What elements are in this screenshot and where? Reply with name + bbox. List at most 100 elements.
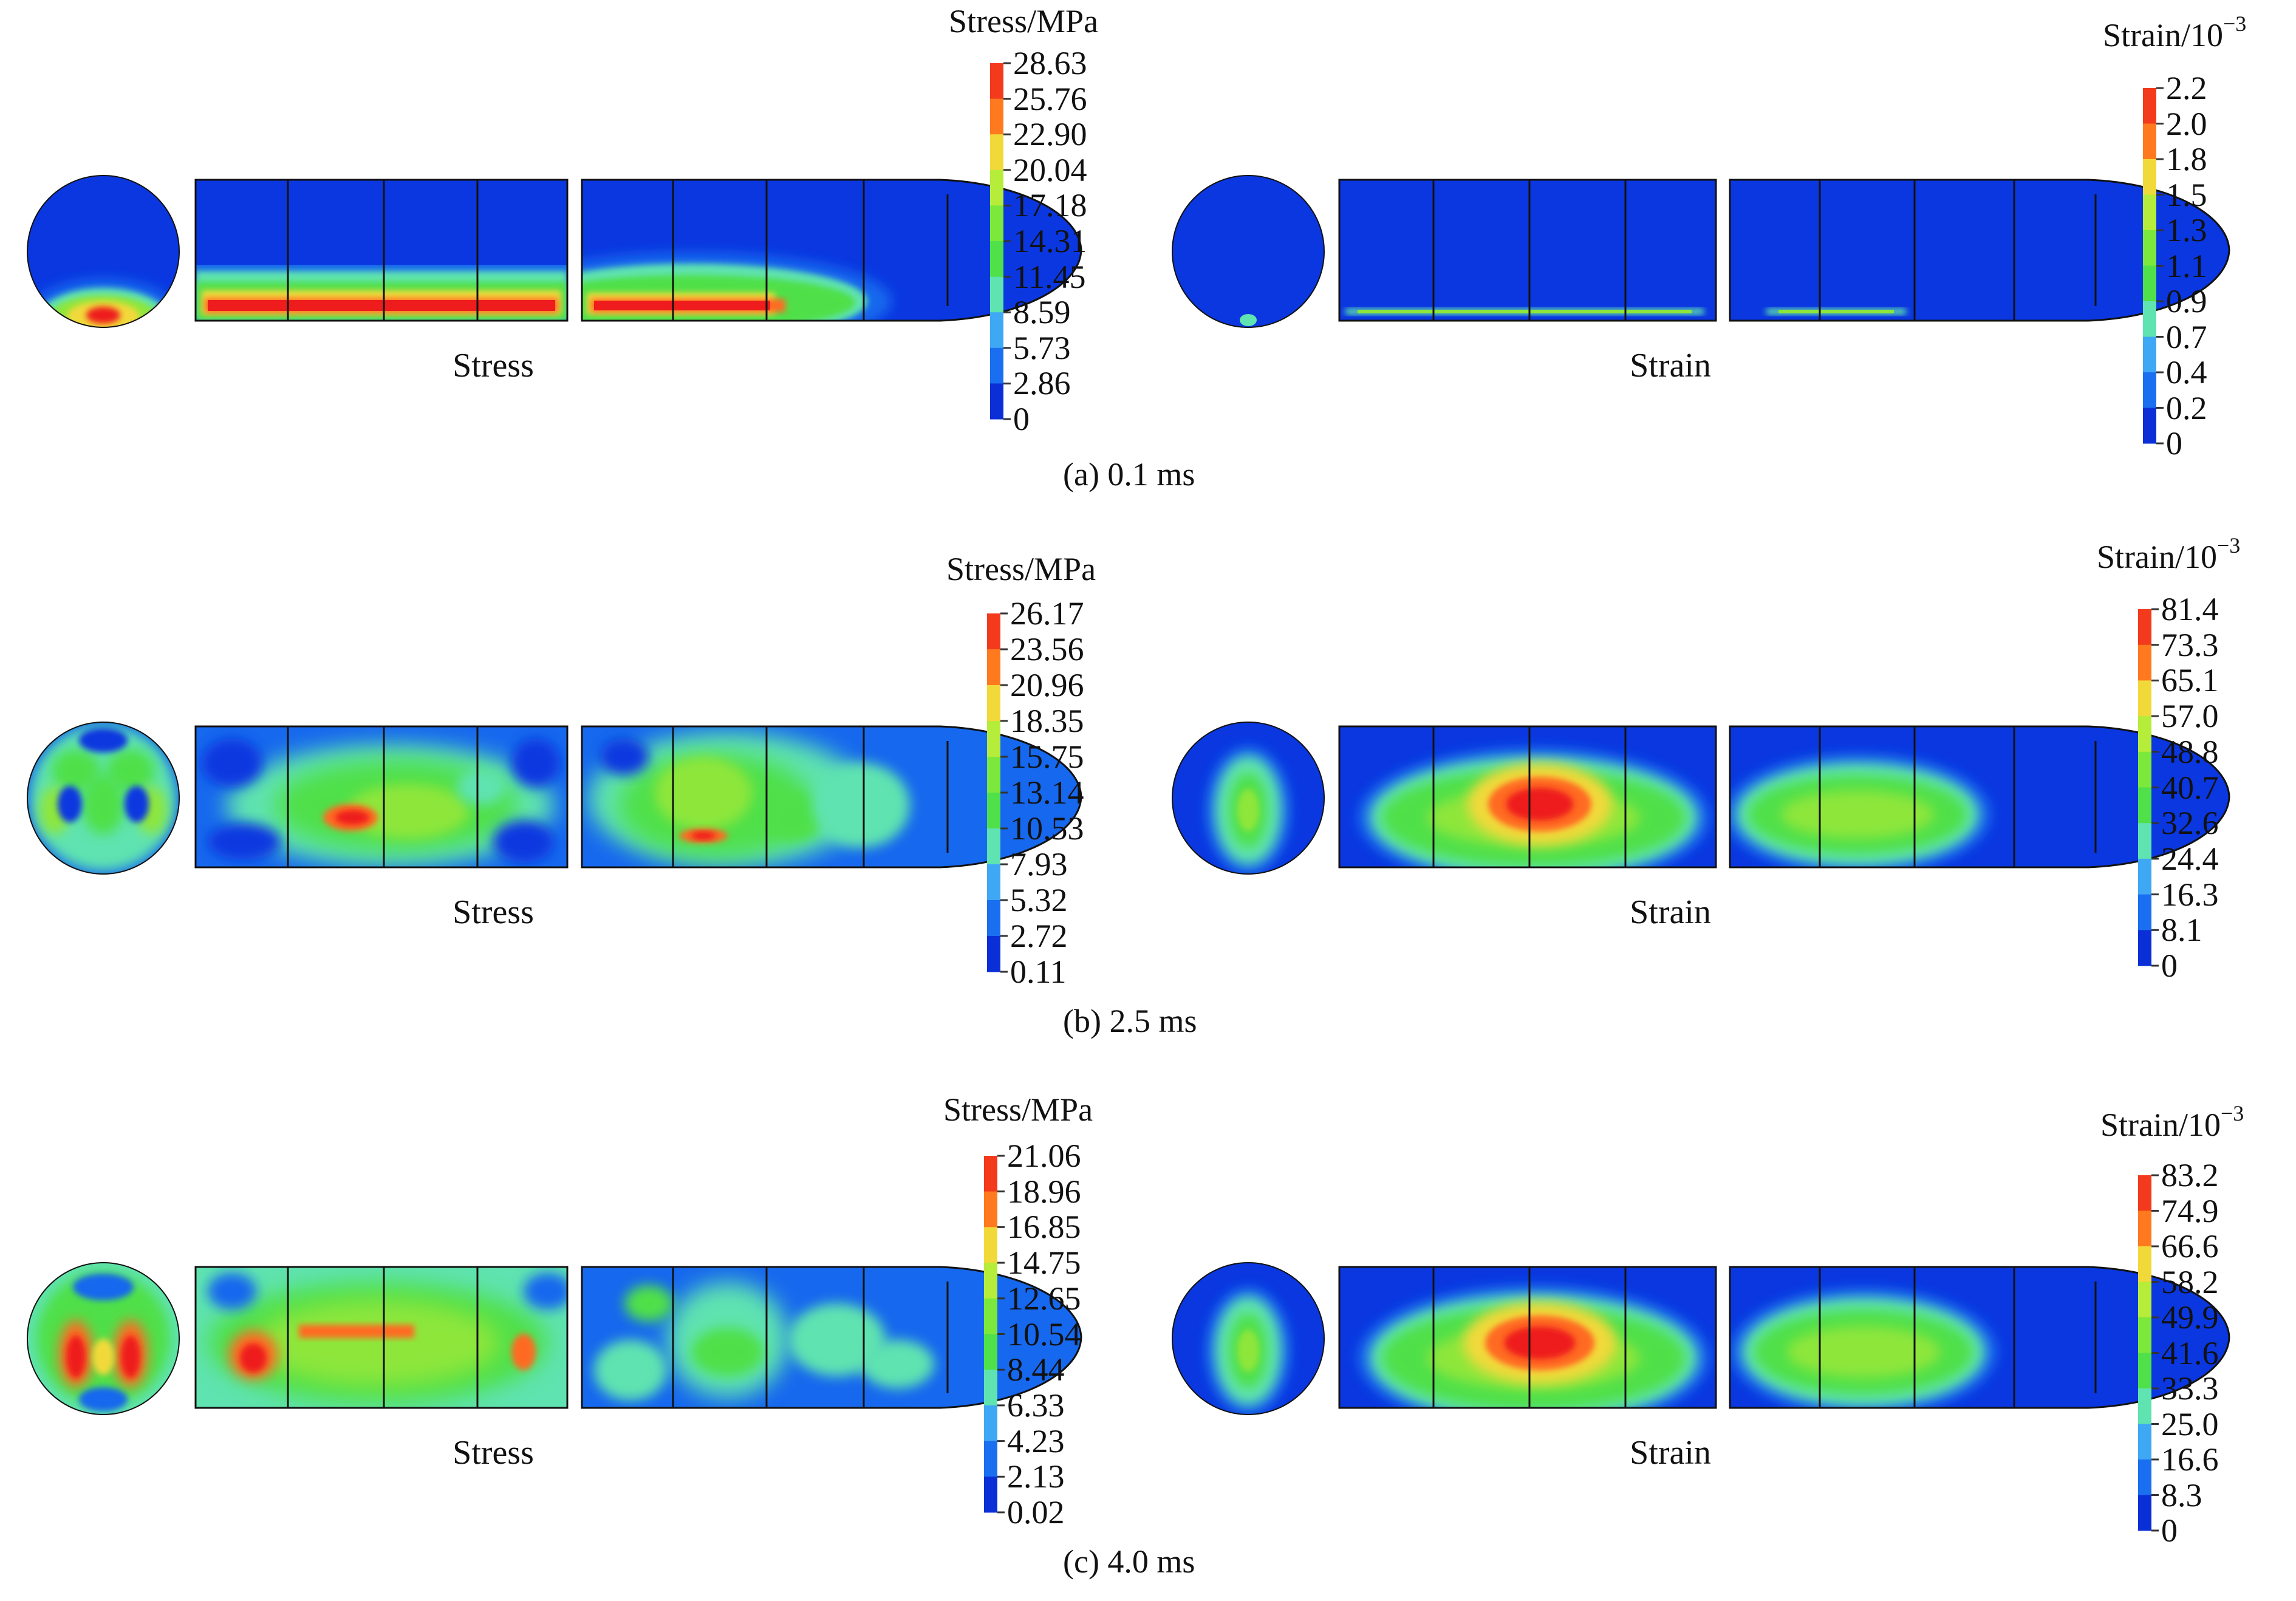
stress-legend-title: Stress/MPa — [946, 551, 1096, 587]
stress-legend-band — [987, 613, 1000, 650]
strain-label: Strain — [1630, 893, 1711, 931]
stress-legend-band — [987, 900, 1000, 937]
strain-legend-band — [2143, 123, 2156, 160]
strain-legend-band — [2138, 1388, 2151, 1424]
strain-legend-title-base: Strain/10 — [2097, 539, 2217, 575]
stress-legend-tick-label: 12.65 — [1007, 1280, 1081, 1317]
strain-legend-band — [2138, 1317, 2151, 1353]
stress-label: Stress — [453, 893, 534, 931]
strain-cross-section-1 — [1172, 722, 1324, 874]
stress-legend-band — [990, 347, 1003, 384]
strain-legend-title-exponent: −3 — [2217, 533, 2241, 558]
stress-legend-tick-label: 14.31 — [1013, 223, 1087, 259]
strain-legend-band — [2138, 858, 2151, 895]
strain-legend-band — [2138, 1424, 2151, 1460]
strain-body-segment-1-0 — [1339, 180, 1716, 321]
strain-legend-title: Strain/10−3 — [2103, 12, 2247, 54]
strain-cross-section-2 — [1172, 1263, 1324, 1415]
stress-legend-tick-label: 18.96 — [1007, 1173, 1081, 1210]
strain-legend-tick-label: 33.3 — [2161, 1370, 2219, 1407]
strain-legend-band — [2138, 1459, 2151, 1495]
panel-caption: (c) 4.0 ms — [1063, 1543, 1195, 1580]
strain-legend-tick-label: 1.8 — [2166, 141, 2207, 177]
stress-legend-tick-label: 22.90 — [1013, 116, 1087, 153]
strain-legend-title: Strain/10−3 — [2100, 1101, 2244, 1144]
strain-legend-tick-label: 1.1 — [2166, 247, 2207, 284]
stress-legend-band — [987, 649, 1000, 686]
strain-legend-band — [2138, 787, 2151, 824]
stress-legend-band — [987, 685, 1000, 722]
stress-cross-section-2 — [27, 1263, 179, 1415]
strain-legend-band — [2138, 1175, 2151, 1211]
stress-legend-tick-label: 5.32 — [1010, 882, 1068, 918]
stress-cross-section-1 — [27, 722, 179, 874]
stress-legend-band — [990, 312, 1003, 349]
strain-legend-tick-label: 83.2 — [2161, 1157, 2219, 1193]
stress-legend-band — [984, 1227, 997, 1263]
strain-legend-band — [2138, 751, 2151, 788]
strain-legend-tick-label: 8.3 — [2161, 1476, 2202, 1514]
stress-legend-band — [984, 1263, 997, 1299]
stress-legend-tick-label: 13.14 — [1010, 774, 1084, 811]
strain-legend-tick-label: 0 — [2166, 425, 2182, 462]
strain-legend-title: Strain/10−3 — [2097, 533, 2241, 576]
stress-legend-band — [990, 205, 1003, 242]
stress-legend-band — [987, 864, 1000, 901]
strain-legend-band — [2138, 1210, 2151, 1247]
strain-label: Strain — [1630, 347, 1711, 384]
strain-legend-band — [2138, 894, 2151, 930]
stress-legend-tick-label: 20.96 — [1010, 667, 1084, 703]
stress-legend-tick-label: 16.85 — [1007, 1209, 1081, 1246]
strain-legend-band — [2138, 609, 2151, 646]
strain-legend-band — [2138, 1495, 2151, 1531]
strain-legend-tick-label: 0.4 — [2166, 354, 2207, 391]
stress-legend-tick-label: 10.53 — [1010, 810, 1084, 847]
strain-legend-tick-label: 0.2 — [2166, 389, 2207, 426]
stress-legend-tick-label: 21.06 — [1007, 1138, 1081, 1174]
strain-body-segment-1-1 — [1339, 726, 1716, 867]
stress-legend-band — [984, 1334, 997, 1370]
stress-label: Stress — [453, 347, 534, 384]
strain-legend-band — [2138, 1246, 2151, 1282]
stress-legend-band — [990, 98, 1003, 135]
stress-legend-tick-label: 17.18 — [1013, 187, 1087, 224]
strain-legend-tick-label: 2.0 — [2166, 105, 2207, 142]
stress-legend-tick-label: 26.17 — [1010, 595, 1084, 632]
strain-legend-tick-label: 57.0 — [2161, 698, 2219, 735]
strain-legend-band — [2138, 716, 2151, 753]
strain-legend-tick-label: 16.6 — [2161, 1441, 2219, 1478]
stress-legend-tick-label: 18.35 — [1010, 703, 1084, 739]
stress-nose-segment-0 — [582, 180, 1081, 321]
panel-0 — [27, 62, 2230, 445]
strain-legend-band — [2143, 230, 2156, 266]
stress-legend-tick-label: 20.04 — [1013, 151, 1087, 188]
strain-legend-tick-label: 2.2 — [2166, 70, 2207, 106]
strain-legend-tick-label: 65.1 — [2161, 662, 2219, 699]
strain-legend-tick-label: 73.3 — [2161, 626, 2219, 663]
strain-legend-tick-label: 16.3 — [2161, 876, 2219, 913]
stress-legend-band — [984, 1370, 997, 1406]
stress-legend-tick-label: 6.33 — [1007, 1387, 1065, 1424]
strain-legend-tick-label: 0.9 — [2166, 283, 2207, 319]
strain-legend-band — [2138, 1353, 2151, 1389]
strain-legend-band — [2138, 644, 2151, 681]
panel-caption: (b) 2.5 ms — [1063, 1003, 1197, 1039]
strain-legend-tick-label: 40.7 — [2161, 769, 2219, 806]
stress-legend-tick-label: 8.59 — [1013, 294, 1071, 331]
strain-legend-tick-label: 32.6 — [2161, 805, 2219, 842]
stress-legend-tick-label: 25.76 — [1013, 80, 1087, 117]
strain-legend-tick-label: 1.5 — [2166, 176, 2207, 213]
strain-legend-tick-label: 48.8 — [2161, 733, 2219, 770]
stress-legend-tick-label: 2.13 — [1007, 1458, 1065, 1495]
stress-legend-tick-label: 8.44 — [1007, 1351, 1065, 1388]
strain-legend-title-base: Strain/10 — [2100, 1107, 2221, 1143]
stress-legend-band — [987, 936, 1000, 972]
stress-legend-tick-label: 2.72 — [1010, 918, 1068, 954]
stress-legend-tick-label: 2.86 — [1013, 365, 1071, 402]
stress-legend-band — [987, 721, 1000, 757]
stress-body-segment-1-0 — [196, 180, 567, 321]
stress-legend-band — [987, 793, 1000, 829]
strain-legend-title-exponent: −3 — [2223, 12, 2247, 36]
strain-legend-tick-label: 25.0 — [2161, 1405, 2219, 1442]
